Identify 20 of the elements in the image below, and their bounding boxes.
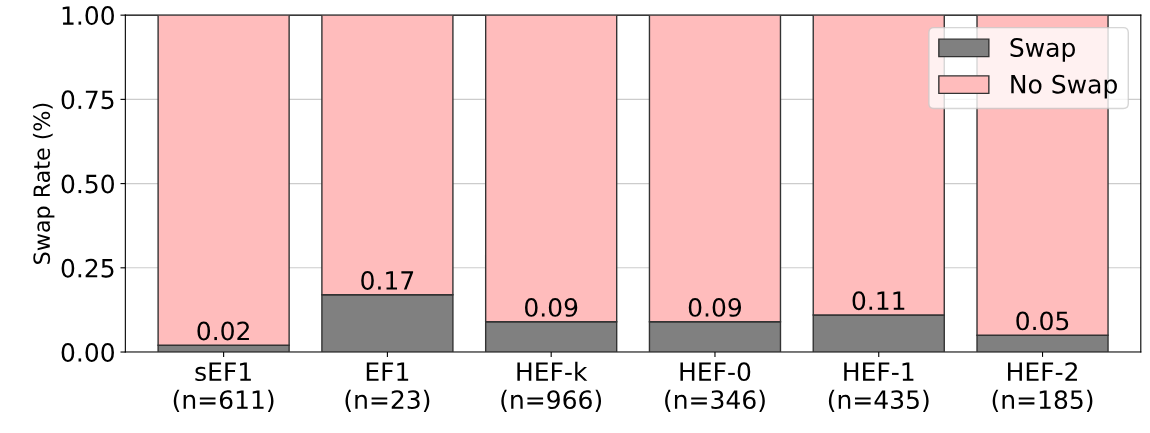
data-label: 0.05 — [1016, 311, 1069, 331]
data-label: 0.09 — [688, 297, 742, 317]
x-tick-label: HEF-1 (n=435) — [828, 362, 929, 413]
data-label: 0.11 — [852, 291, 905, 311]
legend-label: No Swap — [1011, 74, 1117, 99]
y-axis-title: Swap Rate (%) — [32, 103, 55, 264]
y-tick-label: 1.00 — [62, 6, 114, 26]
legend-label: Swap — [1010, 38, 1075, 62]
x-tick-label: EF1 (n=23) — [345, 362, 430, 413]
data-label: 0.02 — [197, 321, 249, 341]
y-tick-label: 0.25 — [61, 258, 114, 278]
x-tick-label: HEF-2 (n=185) — [992, 362, 1093, 413]
x-tick-label: sEF1 (n=611) — [173, 362, 274, 413]
x-tick-label: HEF-0 (n=346) — [665, 362, 765, 413]
y-tick-label: 0.50 — [61, 174, 114, 194]
y-tick-label: 0.75 — [61, 90, 114, 110]
data-label: 0.17 — [361, 271, 414, 290]
x-tick-label: HEF-k (n=966) — [501, 361, 602, 413]
y-tick-label: 0.00 — [61, 342, 114, 362]
data-label: 0.09 — [525, 297, 578, 317]
